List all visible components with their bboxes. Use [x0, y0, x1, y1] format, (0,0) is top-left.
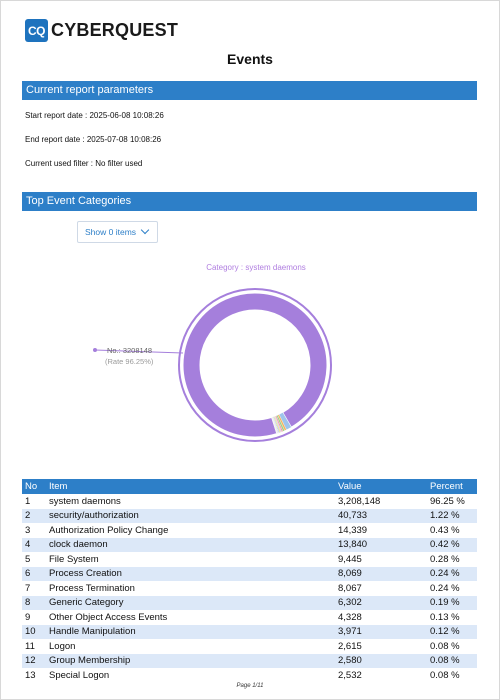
chevron-down-icon: [140, 225, 150, 235]
table-row: 7 Process Termination 8,067 0.24 %: [22, 581, 477, 596]
cell-item: Special Logon: [49, 669, 110, 681]
cell-no: 5: [25, 553, 31, 565]
logo-mark: CQ: [25, 19, 48, 42]
cell-item: Process Creation: [46, 566, 335, 581]
cell-no: 1: [25, 495, 31, 507]
cell-percent: 0.24 %: [430, 582, 460, 594]
table-row: 6 Process Creation 8,069 0.24 %: [22, 566, 477, 581]
cell-value: 8,069: [335, 566, 427, 581]
cell-item: Logon: [49, 640, 76, 652]
table-row: 4 clock daemon 13,840 0.42 %: [22, 537, 477, 552]
cell-no: 11: [25, 640, 35, 652]
cell-no: 12: [22, 653, 46, 668]
slice-callout-count: No.: 3208148: [107, 346, 153, 355]
cell-item: Group Membership: [46, 653, 335, 668]
table-row: 1 system daemons 3,208,148 96.25 %: [22, 494, 477, 509]
section-header-parameters: Current report parameters: [22, 81, 477, 100]
column-header-item: Item: [46, 479, 335, 494]
cell-no: 10: [22, 624, 46, 639]
end-report-date: End report date : 2025-07-08 10:08:26: [25, 135, 162, 144]
column-header-percent: Percent: [427, 479, 477, 494]
table-row: 9 Other Object Access Events 4,328 0.13 %: [22, 610, 477, 625]
cell-value: 2,532: [338, 669, 362, 681]
donut-chart: [93, 288, 332, 442]
cyberquest-logo: CQ CYBERQUEST: [25, 19, 178, 42]
cell-value: 4,328: [338, 611, 362, 623]
donut-slice-1[interactable]: [182, 292, 328, 438]
cell-no: 3: [25, 524, 31, 536]
cell-value: 2,615: [338, 640, 362, 652]
events-table: No Item Value Percent 1 system daemons 3,2…: [22, 479, 477, 683]
cell-percent: 0.13 %: [430, 611, 460, 623]
table-row: 2 security/authorization 40,733 1.22 %: [22, 508, 477, 523]
table-row: 11 Logon 2,615 0.08 %: [22, 639, 477, 654]
page-title: Events: [227, 51, 273, 67]
callout-line: [94, 349, 184, 354]
column-header-no: No: [22, 479, 46, 494]
cell-item: security/authorization: [46, 508, 335, 523]
cell-percent: 96.25 %: [430, 495, 465, 507]
cell-percent: 0.08 %: [430, 669, 460, 681]
cell-value: 14,339: [338, 524, 368, 536]
cell-item: File System: [49, 553, 99, 565]
section-header-top-categories: Top Event Categories: [22, 192, 477, 211]
table-header-row: No Item Value Percent: [22, 479, 477, 494]
cell-percent: 0.28 %: [430, 553, 460, 565]
cell-no: 7: [25, 582, 31, 594]
cell-value: 8,067: [338, 582, 362, 594]
cell-no: 13: [25, 669, 36, 681]
chart-caption: Category : system daemons: [206, 263, 306, 272]
cell-item: Process Termination: [49, 582, 135, 594]
cell-item: clock daemon: [46, 537, 335, 552]
cell-value: 6,302: [335, 595, 427, 610]
cell-value: 13,840: [335, 537, 427, 552]
table-body: 1 system daemons 3,208,148 96.25 % 2 security…: [22, 494, 477, 683]
table-row: 3 Authorization Policy Change 14,339 0.43 %: [22, 523, 477, 538]
page-number: Page 1/11: [236, 683, 264, 689]
cell-percent: 0.19 %: [427, 595, 477, 610]
callout-dot: [93, 348, 97, 352]
slice-callout-rate: (Rate 96.25%): [105, 357, 154, 366]
cell-percent: 0.24 %: [427, 566, 477, 581]
cell-percent: 0.12 %: [427, 624, 477, 639]
cell-item: Handle Manipulation: [46, 624, 335, 639]
cell-no: 8: [22, 595, 46, 610]
cell-value: 40,733: [335, 508, 427, 523]
cell-value: 3,971: [335, 624, 427, 639]
cell-percent: 0.42 %: [427, 537, 477, 552]
cell-percent: 0.08 %: [430, 640, 460, 652]
cell-item: Generic Category: [46, 595, 335, 610]
cell-percent: 0.43 %: [430, 524, 460, 536]
donut-hover-ring: [178, 288, 332, 442]
column-header-value: Value: [335, 479, 427, 494]
dropdown-label: Show 0 items: [85, 227, 137, 237]
table-row: 8 Generic Category 6,302 0.19 %: [22, 595, 477, 610]
cell-value: 2,580: [335, 653, 427, 668]
cell-no: 6: [22, 566, 46, 581]
cell-percent: 1.22 %: [427, 508, 477, 523]
cell-no: 2: [22, 508, 46, 523]
cell-item: Authorization Policy Change: [49, 524, 169, 536]
cell-item: Other Object Access Events: [49, 611, 168, 623]
start-report-date: Start report date : 2025-06-08 10:08:26: [25, 111, 164, 120]
logo-text: CYBERQUEST: [51, 20, 179, 40]
table-row: 12 Group Membership 2,580 0.08 %: [22, 653, 477, 668]
cell-item: system daemons: [49, 495, 121, 507]
cell-no: 4: [22, 537, 46, 552]
cell-no: 9: [25, 611, 31, 623]
cell-percent: 0.08 %: [427, 653, 477, 668]
cell-value: 9,445: [338, 553, 362, 565]
current-filter: Current used filter : No filter used: [25, 159, 143, 168]
cell-value: 3,208,148: [338, 495, 381, 507]
show-items-dropdown[interactable]: Show 0 items: [77, 221, 158, 243]
table-row: 10 Handle Manipulation 3,971 0.12 %: [22, 624, 477, 639]
table-row: 13 Special Logon 2,532 0.08 %: [22, 668, 477, 683]
table-row: 5 File System 9,445 0.28 %: [22, 552, 477, 567]
donut-slice-13[interactable]: [271, 417, 278, 434]
